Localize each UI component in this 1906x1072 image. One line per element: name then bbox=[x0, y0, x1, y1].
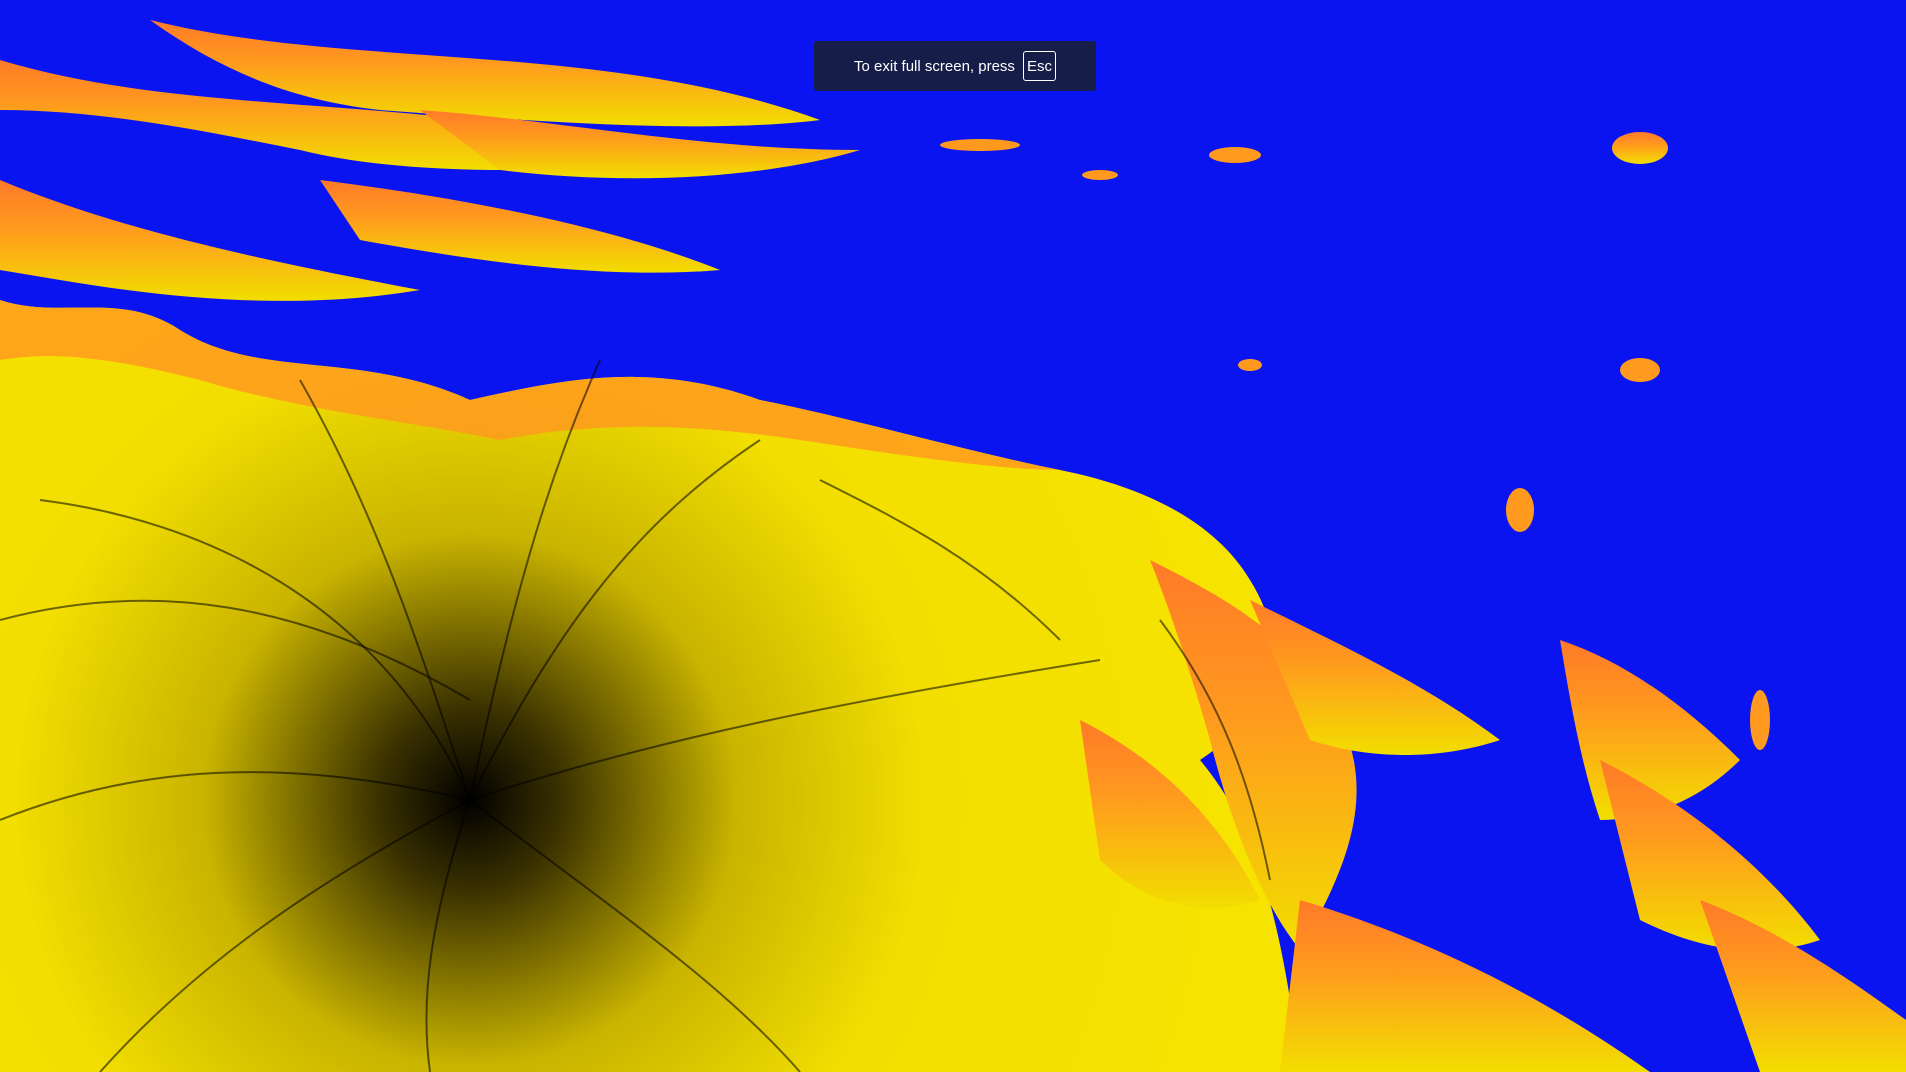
fullscreen-exit-message: To exit full screen, press bbox=[854, 57, 1015, 75]
fullscreen-exit-notice: To exit full screen, press Esc bbox=[814, 41, 1096, 91]
esc-key-hint: Esc bbox=[1022, 51, 1056, 81]
